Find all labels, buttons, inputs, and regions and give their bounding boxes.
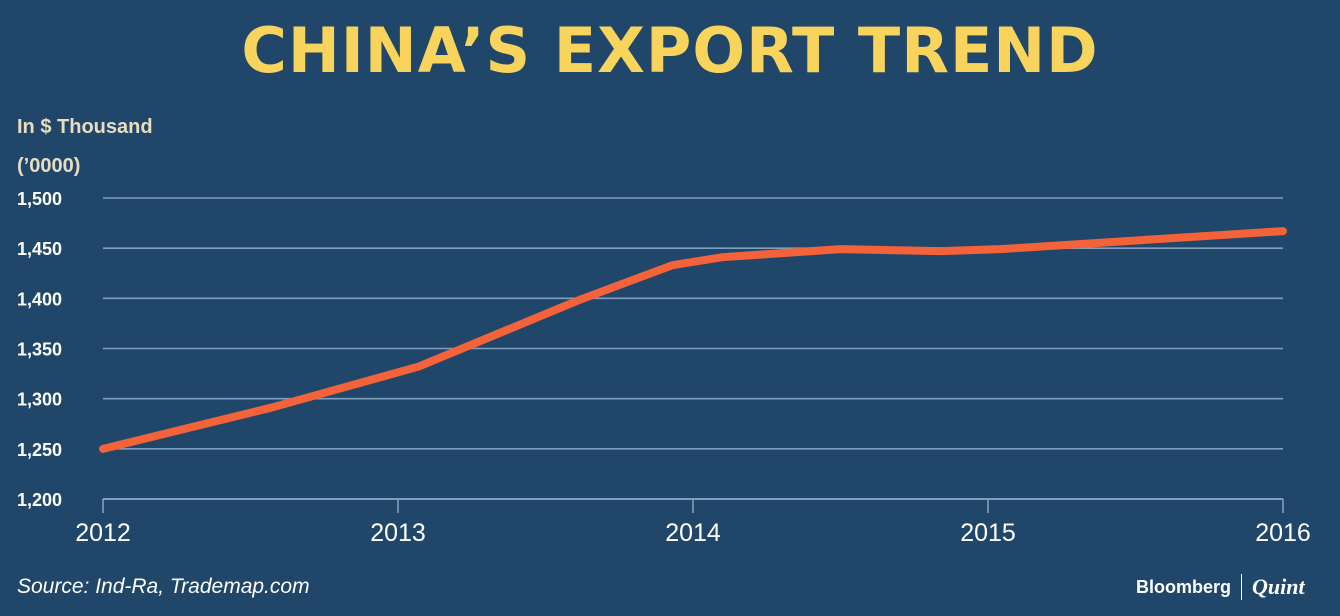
y-tick-label: 1,400 — [17, 289, 62, 309]
chart-title: CHINA’S EXPORT TREND — [241, 14, 1099, 87]
x-tick-label: 2012 — [75, 519, 131, 547]
brand-logo: Bloomberg Quint — [1136, 574, 1305, 600]
y-tick-label: 1,300 — [17, 390, 62, 410]
y-tick-label: 1,250 — [17, 440, 62, 460]
y-tick-label: 1,350 — [17, 340, 62, 360]
y-tick-label: 1,450 — [17, 239, 62, 259]
export-line — [99, 227, 1287, 453]
y-tick-label: 1,500 — [17, 189, 62, 209]
x-tick-label: 2014 — [665, 519, 721, 547]
brand-quint: Quint — [1252, 574, 1305, 599]
y-axis-unit: (’0000) — [17, 155, 81, 177]
x-tick-label: 2016 — [1255, 519, 1311, 547]
brand-divider — [1241, 574, 1243, 600]
x-tick-label: 2013 — [370, 519, 426, 547]
brand-bloomberg: Bloomberg — [1136, 576, 1232, 597]
x-tick-label: 2015 — [960, 519, 1016, 547]
y-tick-label: 1,200 — [17, 490, 62, 510]
source-note: Source: Ind-Ra, Trademap.com — [17, 575, 310, 598]
y-axis-label: In $ Thousand — [17, 116, 153, 138]
